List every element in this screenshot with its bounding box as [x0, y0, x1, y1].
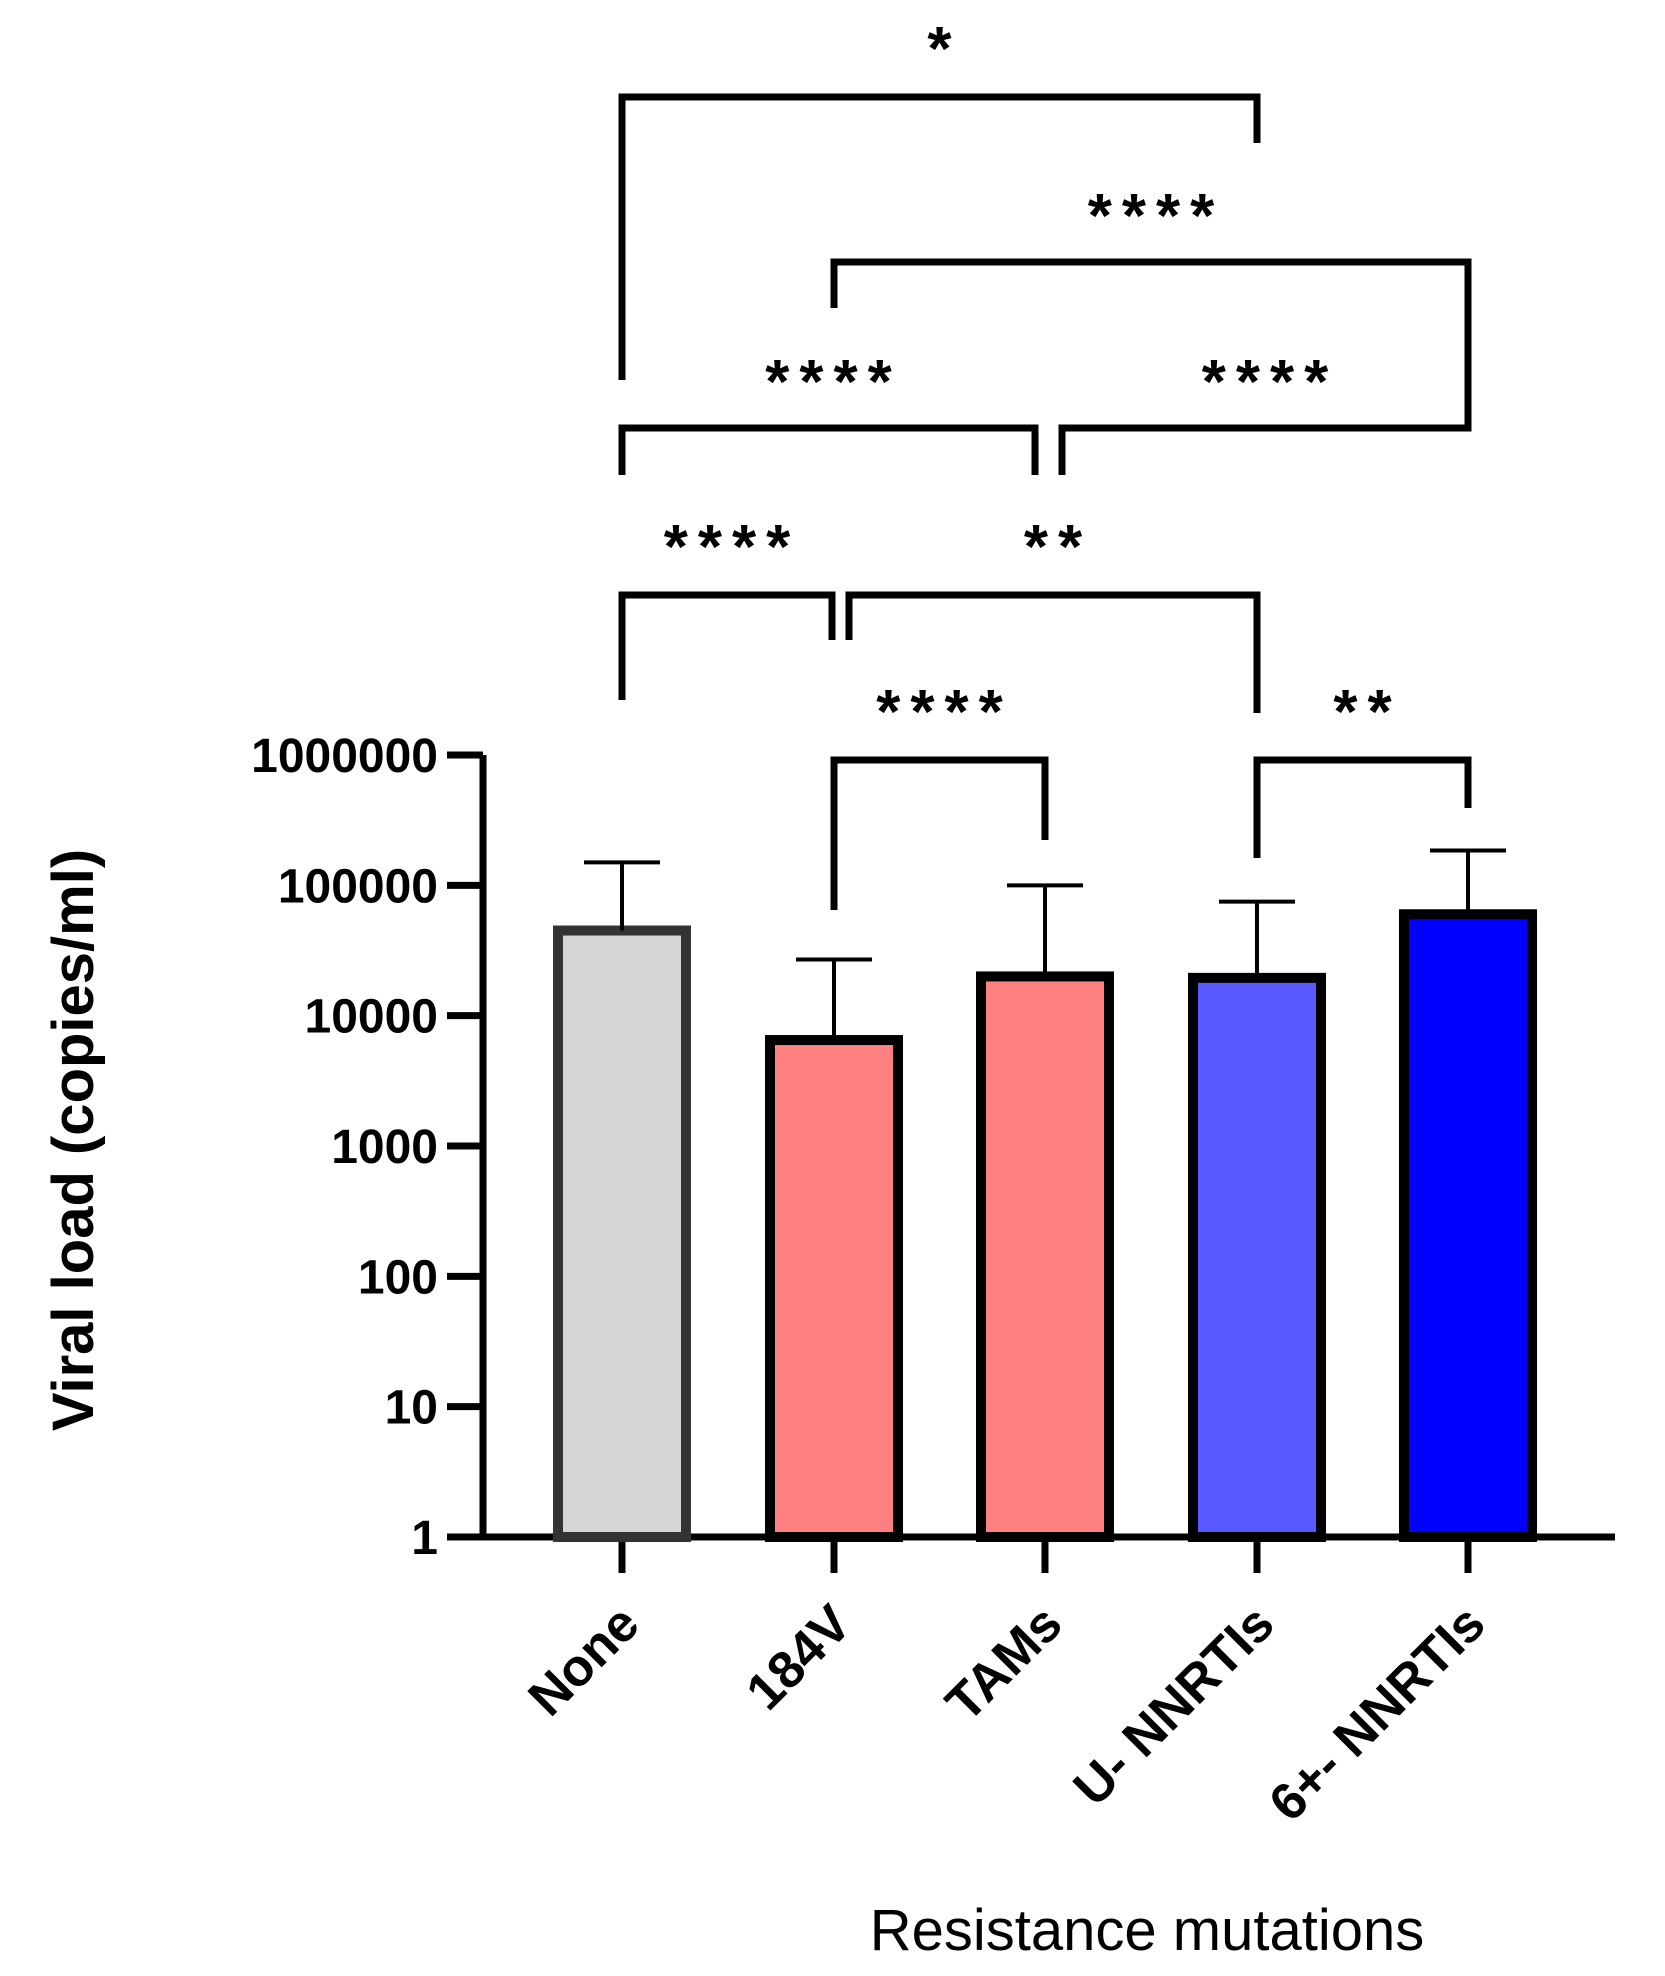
significance-label: * — [927, 15, 961, 84]
bar-u-nnrtis — [1188, 972, 1326, 1542]
x-category-label: 6+- NNRTIs — [1258, 1594, 1496, 1832]
significance-label: **** — [664, 513, 801, 582]
significance-label: ** — [1333, 678, 1401, 747]
significance-label: **** — [765, 348, 902, 417]
y-tick-label: 1000 — [331, 1121, 438, 1174]
y-tick-label: 10 — [385, 1382, 438, 1435]
significance-label: **** — [876, 678, 1013, 747]
y-tick-label: 100 — [358, 1251, 438, 1304]
significance-label: ** — [1024, 513, 1092, 582]
significance-label: **** — [1202, 348, 1339, 417]
significance-bracket — [618, 93, 1261, 380]
bar-tams — [976, 971, 1114, 1542]
bar-184v — [765, 1035, 903, 1542]
y-axis-title: Viral load (copies/ml) — [41, 849, 106, 1431]
x-category-label: None — [518, 1594, 651, 1727]
y-tick-label: 1 — [411, 1512, 438, 1565]
significance-bracket — [1058, 380, 1472, 475]
significance-bracket — [618, 591, 836, 700]
error-bars — [584, 848, 1506, 1041]
x-axis-title: Resistance mutations — [870, 1898, 1424, 1963]
x-category-label: TAMs — [935, 1594, 1073, 1732]
y-tick-label: 10000 — [305, 991, 438, 1044]
significance-bracket — [830, 756, 1049, 910]
x-category-label: 184V — [736, 1594, 863, 1721]
bar-6-nnrtis — [1399, 909, 1537, 1542]
significance-bracket — [845, 591, 1261, 713]
significance-label: **** — [1088, 182, 1225, 251]
significance-bracket — [830, 258, 1472, 380]
significance-brackets — [618, 93, 1472, 910]
significance-bracket — [618, 424, 1039, 475]
y-tick-label: 100000 — [278, 860, 438, 913]
y-tick-label: 1000000 — [251, 730, 438, 783]
significance-bracket — [1253, 756, 1472, 858]
bar-none — [553, 925, 691, 1542]
x-category-label: U- NNRTIs — [1063, 1594, 1286, 1817]
bars — [553, 909, 1537, 1542]
